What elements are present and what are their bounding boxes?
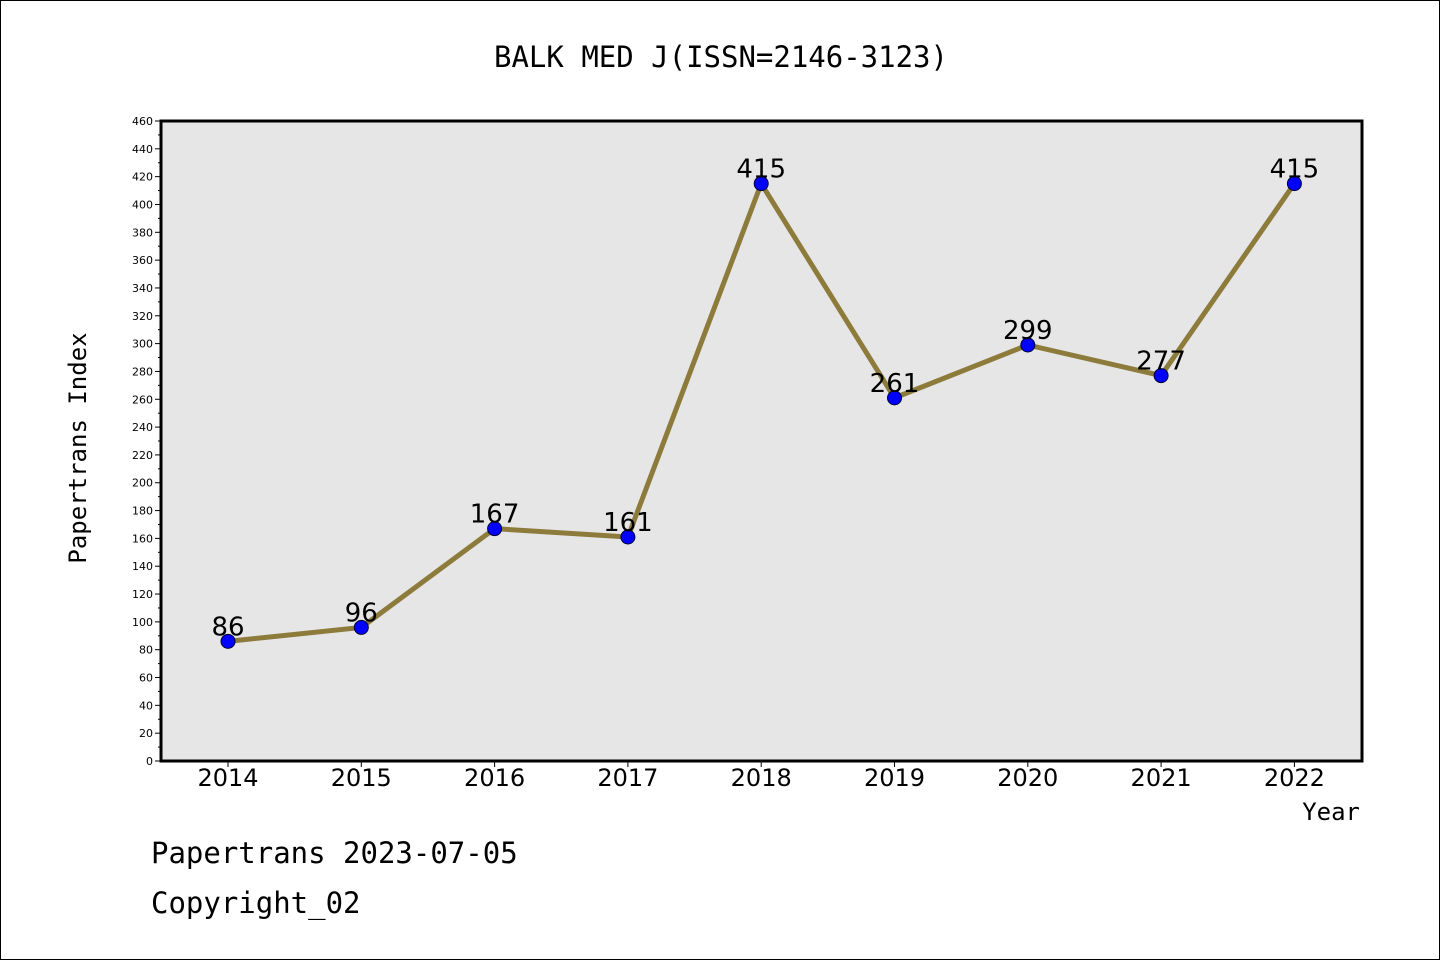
data-label: 277 <box>1136 347 1186 377</box>
y-tick-label: 140 <box>132 560 153 573</box>
x-axis-label: Year <box>1302 798 1360 826</box>
y-tick-label: 240 <box>132 421 153 434</box>
x-tick-label: 2022 <box>1264 764 1325 792</box>
y-tick-label: 20 <box>139 727 153 740</box>
x-tick-label: 2016 <box>464 764 525 792</box>
y-tick-label: 420 <box>132 171 153 184</box>
footer-date-stamp: Papertrans 2023-07-05 <box>151 836 518 870</box>
x-tick-label: 2018 <box>731 764 792 792</box>
chart-title: BALK MED J(ISSN=2146-3123) <box>494 40 948 74</box>
data-point <box>1153 368 1169 384</box>
y-tick-label: 0 <box>146 755 153 768</box>
x-tick-label: 2019 <box>864 764 925 792</box>
y-tick-label: 100 <box>132 616 153 629</box>
y-tick-label: 400 <box>132 198 153 211</box>
data-label: 415 <box>736 155 786 185</box>
x-tick-label: 2017 <box>597 764 658 792</box>
x-tick-label: 2015 <box>331 764 392 792</box>
data-point <box>1286 176 1302 192</box>
plot-border <box>159 119 1364 763</box>
data-label: 86 <box>211 612 244 642</box>
data-point <box>353 619 369 635</box>
y-tick-label: 200 <box>132 477 153 490</box>
footer-copyright: Copyright_02 <box>151 886 361 920</box>
data-label: 96 <box>345 598 378 628</box>
data-point <box>220 633 236 649</box>
data-label: 415 <box>1270 155 1320 185</box>
x-axis: 2014 2015 2016 2017 2018 2019 2020 2021 2022 <box>197 761 1325 792</box>
y-tick-label: 120 <box>132 588 153 601</box>
y-tick-label: 340 <box>132 282 153 295</box>
data-point <box>887 390 902 406</box>
y-tick-label: 320 <box>132 310 153 323</box>
y-axis-label: Papertrans Index <box>64 332 92 563</box>
y-tick-label: 460 <box>132 115 153 128</box>
data-point <box>487 521 503 537</box>
y-tick-label: 380 <box>132 226 153 239</box>
data-label: 167 <box>470 500 520 530</box>
y-tick-label: 360 <box>132 254 153 267</box>
y-tick-label: 180 <box>132 505 153 518</box>
x-tick-label: 2021 <box>1131 764 1192 792</box>
y-tick-label: 260 <box>132 393 153 406</box>
data-label: 299 <box>1003 316 1053 346</box>
y-tick-label: 80 <box>139 644 153 657</box>
data-markers <box>220 176 1302 649</box>
x-tick-label: 2020 <box>997 764 1058 792</box>
data-point <box>620 529 636 545</box>
x-tick-label: 2014 <box>197 764 258 792</box>
data-point <box>1020 337 1036 353</box>
data-label: 161 <box>603 508 653 538</box>
data-label: 261 <box>870 369 920 399</box>
y-tick-label: 160 <box>132 532 153 545</box>
data-labels: 86 96 167 161 415 261 299 277 415 <box>211 155 1319 643</box>
y-tick-label: 40 <box>139 699 153 712</box>
y-tick-label: 440 <box>132 143 153 156</box>
plot-area <box>161 121 1362 761</box>
y-tick-label: 300 <box>132 338 153 351</box>
y-axis: 0 20 40 60 80 100 120 140 160 180 200 220 240 260 280 3… <box>132 115 161 768</box>
y-tick-label: 60 <box>139 672 153 685</box>
y-tick-label: 220 <box>132 449 153 462</box>
y-tick-label: 280 <box>132 365 153 378</box>
data-point <box>753 176 769 192</box>
